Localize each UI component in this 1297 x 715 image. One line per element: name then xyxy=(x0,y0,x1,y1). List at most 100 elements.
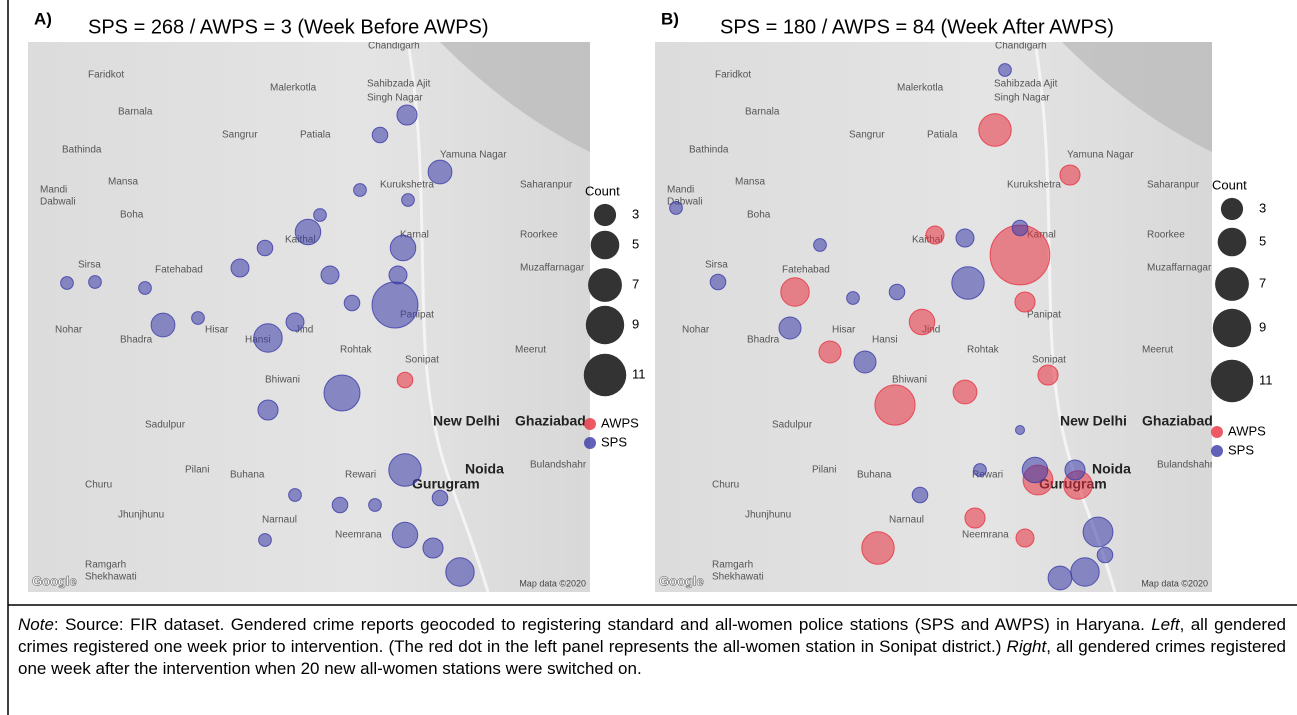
place-label: Rohtak xyxy=(340,345,373,356)
place-label: Roorkee xyxy=(1147,230,1185,241)
bubble xyxy=(368,498,382,512)
place-label: Sangrur xyxy=(222,130,258,141)
bubble xyxy=(952,379,978,405)
place-label: Rewari xyxy=(972,470,1003,481)
place-label: Yamuna Nagar xyxy=(440,150,507,161)
place-label: Noida xyxy=(465,461,504,477)
bubble xyxy=(230,258,250,278)
place-label: Sirsa xyxy=(78,260,101,271)
bubble xyxy=(323,374,361,412)
bubble xyxy=(258,533,272,547)
place-label: Karnal xyxy=(400,230,429,241)
place-label: Fatehabad xyxy=(155,265,203,276)
place-label: Jhunjhunu xyxy=(118,510,164,521)
place-label: Faridkot xyxy=(88,70,124,81)
place-label: Mansa xyxy=(108,177,138,188)
bubble xyxy=(778,316,802,340)
place-label: Kurukshetra xyxy=(1007,180,1061,191)
bubble xyxy=(853,350,877,374)
place-label: Hisar xyxy=(205,325,229,336)
bubble xyxy=(256,239,274,257)
place-label: Mansa xyxy=(735,177,765,188)
bubble xyxy=(388,453,422,487)
bubble xyxy=(973,463,987,477)
place-label: Saharanpur xyxy=(1147,180,1200,191)
place-label: Narnaul xyxy=(889,515,924,526)
place-label: Hisar xyxy=(832,325,856,336)
place-label: Sadulpur xyxy=(145,420,186,431)
place-label: Roorkee xyxy=(520,230,558,241)
legend-size xyxy=(585,305,625,345)
place-label: Mandi xyxy=(40,185,67,196)
bubble xyxy=(1037,364,1059,386)
legend-size xyxy=(588,268,622,302)
legend-size-label: 3 xyxy=(1259,200,1266,215)
legend-key xyxy=(1211,445,1223,457)
place-label: Malerkotla xyxy=(270,83,317,94)
place-label: Saharanpur xyxy=(520,180,573,191)
place-label: Neemrana xyxy=(962,530,1009,541)
bubble xyxy=(285,312,305,332)
bubble xyxy=(353,183,367,197)
legend-label: SPS xyxy=(1228,442,1254,457)
bubble xyxy=(846,291,860,305)
bubble xyxy=(951,266,985,300)
legend-size xyxy=(1217,227,1247,257)
place-label: Bhiwani xyxy=(892,375,927,386)
bubble xyxy=(888,283,906,301)
place-label: Boha xyxy=(120,210,144,221)
bubble xyxy=(818,340,842,364)
bubble xyxy=(431,489,449,507)
bubble xyxy=(1015,425,1025,435)
place-label: Panipat xyxy=(1027,310,1061,321)
place-label: New Delhi xyxy=(433,413,500,429)
place-label: Buhana xyxy=(857,470,892,481)
legend-size xyxy=(1215,267,1249,301)
state-border xyxy=(406,42,490,592)
note-text: Right xyxy=(1006,637,1047,656)
legend-size xyxy=(1212,308,1252,348)
legend-title: Count xyxy=(1212,177,1247,192)
place-label: Sirsa xyxy=(705,260,728,271)
legend-size xyxy=(590,230,620,260)
attribution: Map data ©2020 xyxy=(519,578,586,588)
place-label: Bhadra xyxy=(747,335,780,346)
place-label: Ghaziabad xyxy=(515,413,586,429)
terrain xyxy=(440,42,590,152)
place-label: Bhadra xyxy=(120,335,153,346)
place-label: Gurugram xyxy=(412,476,480,492)
place-label: Singh Nagar xyxy=(994,93,1050,104)
panel-label: B) xyxy=(661,9,679,28)
place-label: Sahibzada Ajit xyxy=(367,79,431,90)
place-label: Neemrana xyxy=(335,530,382,541)
bubble xyxy=(1064,459,1086,481)
bubble xyxy=(371,126,389,144)
legend-size-label: 7 xyxy=(632,276,639,291)
bubble xyxy=(331,496,349,514)
place-label: Buhana xyxy=(230,470,265,481)
legend-size-label: 9 xyxy=(1259,319,1266,334)
panel-title: SPS = 268 / AWPS = 3 (Week Before AWPS) xyxy=(88,16,489,38)
bubble xyxy=(669,201,683,215)
place-label: Rohtak xyxy=(967,345,1000,356)
place-label: Muzaffarnagar xyxy=(1147,263,1212,274)
bubble xyxy=(1014,291,1036,313)
legend-size-label: 5 xyxy=(632,236,639,251)
place-label: Fatehabad xyxy=(782,265,830,276)
place-label: Hansi xyxy=(872,335,898,346)
place-label: Patiala xyxy=(300,130,331,141)
note-text: Left xyxy=(1151,615,1180,634)
legend-size xyxy=(593,203,617,227)
place-label: Sahibzada Ajit xyxy=(994,79,1058,90)
bubble xyxy=(911,486,929,504)
note-text: : Source: FIR dataset. Gendered crime re… xyxy=(53,615,1152,634)
place-label: Pilani xyxy=(185,465,209,476)
legend-size-label: 11 xyxy=(1259,372,1273,387)
bubble xyxy=(925,225,945,245)
legend-size xyxy=(583,353,627,397)
legend-label: AWPS xyxy=(601,415,639,430)
place-label: Muzaffarnagar xyxy=(520,263,585,274)
bubble xyxy=(908,308,936,336)
